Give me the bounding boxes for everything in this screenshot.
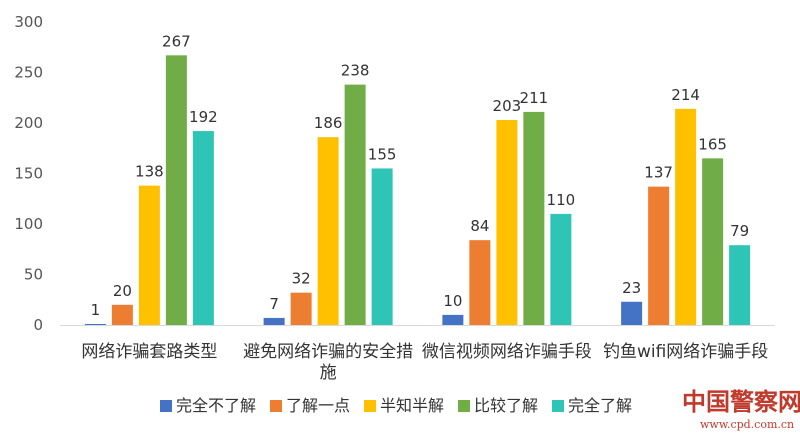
legend-entry: 比较了解 xyxy=(474,396,538,415)
data-label: 238 xyxy=(341,62,370,80)
bar xyxy=(442,314,464,325)
data-label: 192 xyxy=(189,108,218,126)
data-label: 84 xyxy=(470,217,489,235)
bar xyxy=(371,168,393,325)
bar xyxy=(290,292,312,325)
y-tick-label: 200 xyxy=(14,114,43,132)
bars-layer xyxy=(84,55,751,326)
data-label: 10 xyxy=(443,292,462,310)
watermark-logo: 中国警察网 www.cpd.com.cn xyxy=(682,387,800,431)
y-tick-label: 0 xyxy=(33,316,43,334)
bar xyxy=(729,245,751,325)
bar xyxy=(138,185,160,325)
bar xyxy=(192,131,214,325)
legend-swatch xyxy=(364,400,376,412)
bar xyxy=(523,111,545,325)
data-label: 7 xyxy=(269,295,279,313)
bar xyxy=(675,108,697,325)
bar xyxy=(111,304,133,325)
bar xyxy=(165,55,187,326)
legend-entry: 了解一点 xyxy=(286,396,350,415)
bar xyxy=(496,119,518,325)
axis-layer: 0 50 100 150 200 250 300 xyxy=(14,13,775,334)
bar xyxy=(344,84,366,326)
bar xyxy=(648,186,670,325)
data-label: 110 xyxy=(547,191,576,209)
data-label: 211 xyxy=(520,89,549,107)
data-label: 137 xyxy=(644,164,673,182)
category-label: 施 xyxy=(320,363,337,383)
legend-swatch xyxy=(270,400,282,412)
data-label: 79 xyxy=(730,222,749,240)
legend-swatch xyxy=(552,400,564,412)
legend-swatch xyxy=(160,400,172,412)
category-label: 网络诈骗套路类型 xyxy=(81,342,217,362)
data-label: 138 xyxy=(135,163,164,181)
legend: 完全不了解 了解一点 半知半解 比较了解 完全了解 xyxy=(160,396,632,415)
watermark-text: 中国警察网 xyxy=(682,387,800,416)
y-tick-label: 100 xyxy=(14,215,43,233)
data-label: 165 xyxy=(698,135,727,153)
bar xyxy=(263,317,285,325)
legend-entry: 半知半解 xyxy=(380,396,444,415)
y-tick-label: 300 xyxy=(14,13,43,31)
data-label: 23 xyxy=(622,279,641,297)
watermark-url: www.cpd.com.cn xyxy=(700,418,794,431)
legend-entry: 完全了解 xyxy=(568,396,632,415)
category-label: 避免网络诈骗的安全措 xyxy=(243,342,413,362)
data-label: 203 xyxy=(493,97,522,115)
legend-entry: 完全不了解 xyxy=(176,396,256,415)
bar xyxy=(702,158,724,325)
data-label: 186 xyxy=(314,114,343,132)
bar xyxy=(469,240,491,325)
data-label: 267 xyxy=(162,32,191,50)
bar xyxy=(550,213,572,325)
y-tick-label: 50 xyxy=(24,266,43,284)
data-label: 155 xyxy=(368,145,397,163)
data-label: 214 xyxy=(671,86,700,104)
category-label: 钓鱼wifi网络诈骗手段 xyxy=(603,342,768,362)
legend-swatch xyxy=(458,400,470,412)
bar xyxy=(84,323,106,325)
bar xyxy=(317,137,339,325)
y-tick-label: 150 xyxy=(14,165,43,183)
category-label: 微信视频网络诈骗手段 xyxy=(422,342,592,362)
data-label: 20 xyxy=(113,282,132,300)
y-tick-label: 250 xyxy=(14,64,43,82)
data-label: 1 xyxy=(91,301,101,319)
bar xyxy=(621,301,643,325)
data-label: 32 xyxy=(292,270,311,288)
